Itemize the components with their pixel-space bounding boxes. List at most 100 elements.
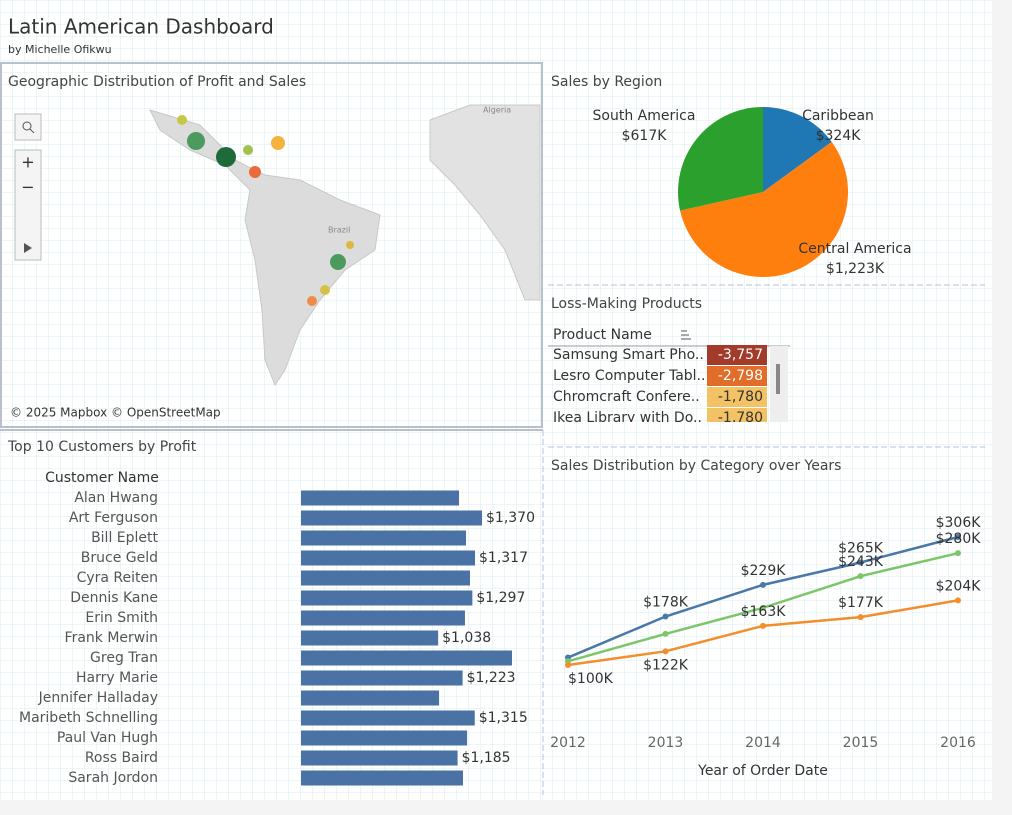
pie-title: Sales by Region — [551, 74, 662, 90]
sort-icon[interactable] — [681, 330, 691, 340]
point — [857, 614, 864, 621]
bar-label: $1,038 — [442, 630, 491, 646]
bar — [301, 710, 475, 726]
slice-label: South America — [593, 108, 696, 124]
y-tick-label: Bruce Geld — [81, 550, 158, 566]
loss-cell — [707, 408, 767, 422]
slice-value: $1,223K — [826, 261, 885, 277]
map-label: Brazil — [328, 226, 350, 235]
bar — [301, 590, 473, 606]
loss-value: -1,780 — [718, 389, 763, 405]
x-tick-label: 2012 — [550, 735, 586, 751]
point — [760, 622, 766, 629]
point-label: $306K — [936, 515, 982, 531]
y-tick-label: Alan Hwang — [74, 490, 158, 506]
loss-value: -2,798 — [718, 368, 763, 384]
point-label: $265K — [838, 540, 884, 556]
point-label: $243K — [838, 554, 884, 570]
bar — [301, 750, 458, 766]
table-header: Product Name — [553, 327, 652, 343]
point — [955, 597, 961, 604]
bar — [301, 530, 467, 546]
point — [760, 604, 766, 611]
bar-title: Top 10 Customers by Profit — [7, 439, 197, 455]
product-name: Ikea Library with Do.. — [553, 410, 702, 426]
pie-slice — [680, 141, 848, 277]
pie-slice — [763, 107, 832, 192]
slice-value: $324K — [816, 128, 862, 144]
point — [955, 534, 961, 540]
point-label: $178K — [643, 595, 689, 611]
y-tick-label: Paul Van Hugh — [57, 730, 158, 746]
x-tick-label: 2016 — [940, 735, 976, 751]
y-tick-label: Greg Tran — [90, 650, 158, 666]
x-axis-title: Year of Order Date — [697, 763, 828, 779]
table-body: Samsung Smart Pho.. -3,757 Lesro Computer … — [553, 345, 767, 426]
point — [662, 630, 669, 637]
svg-text:−: − — [21, 178, 34, 197]
point-label: $163K — [741, 604, 787, 620]
bar-label: $1,223 — [467, 670, 516, 686]
dashboard-title: Latin American Dashboard — [8, 15, 274, 39]
bar — [301, 630, 439, 646]
y-tick-label: Harry Marie — [76, 670, 158, 686]
x-tick-label: 2013 — [648, 735, 684, 751]
svg-text:+: + — [21, 153, 34, 172]
y-tick-label: Bill Eplett — [91, 530, 158, 546]
bar — [301, 770, 463, 786]
product-name: Samsung Smart Pho.. — [553, 347, 704, 363]
map-frame — [0, 62, 543, 428]
bar — [301, 570, 470, 586]
point — [565, 662, 571, 668]
bar-label: $1,315 — [479, 710, 528, 726]
point-label: $177K — [838, 595, 884, 611]
point-label: $204K — [936, 578, 982, 594]
point — [760, 581, 766, 588]
bar — [301, 610, 465, 626]
table-title: Loss-Making Products — [551, 296, 702, 312]
scroll-thumb[interactable] — [776, 364, 780, 394]
point — [857, 559, 864, 566]
pie-slice — [678, 107, 763, 211]
loss-value: -1,780 — [718, 410, 763, 426]
bar — [301, 490, 460, 506]
y-tick-label: Erin Smith — [85, 610, 158, 626]
map-controls[interactable]: + − — [14, 113, 42, 261]
line-title: Sales Distribution by Category over Year… — [551, 458, 841, 474]
loss-cell — [707, 345, 767, 365]
point-label: $122K — [643, 657, 689, 673]
product-name: Chromcraft Confere.. — [553, 389, 700, 405]
y-axis-title: Customer Name — [45, 470, 159, 486]
bar-label: $1,185 — [462, 750, 511, 766]
slice-label: Caribbean — [802, 108, 874, 124]
bar-label: $1,370 — [486, 510, 535, 526]
slice-value: $617K — [622, 128, 668, 144]
y-tick-label: Cyra Reiten — [77, 570, 158, 586]
loss-cell — [707, 387, 767, 407]
y-tick-label: Ross Baird — [85, 750, 158, 766]
bar-label: $1,297 — [476, 590, 525, 606]
y-tick-label: Jennifer Halladay — [38, 690, 158, 706]
map-attribution: © 2025 Mapbox © OpenStreetMap — [10, 406, 221, 420]
bar-label: $1,317 — [479, 550, 528, 566]
slice-label: Central America — [798, 241, 911, 257]
loss-value: -3,757 — [718, 347, 763, 363]
bar — [301, 670, 463, 686]
x-tick-label: 2015 — [843, 735, 879, 751]
point-label: $100K — [568, 671, 614, 687]
point — [662, 648, 669, 655]
map-label: Algeria — [483, 106, 511, 115]
point-label: $229K — [741, 563, 787, 579]
y-tick-label: Art Ferguson — [69, 510, 158, 526]
point — [955, 550, 961, 557]
x-tick-label: 2014 — [745, 735, 781, 751]
y-tick-label: Dennis Kane — [70, 590, 158, 606]
map — [149, 104, 541, 387]
loss-cell — [707, 366, 767, 386]
bar — [301, 730, 468, 746]
y-tick-label: Sarah Jordon — [68, 770, 158, 786]
point — [857, 573, 864, 580]
y-tick-label: Maribeth Schnelling — [19, 710, 158, 726]
